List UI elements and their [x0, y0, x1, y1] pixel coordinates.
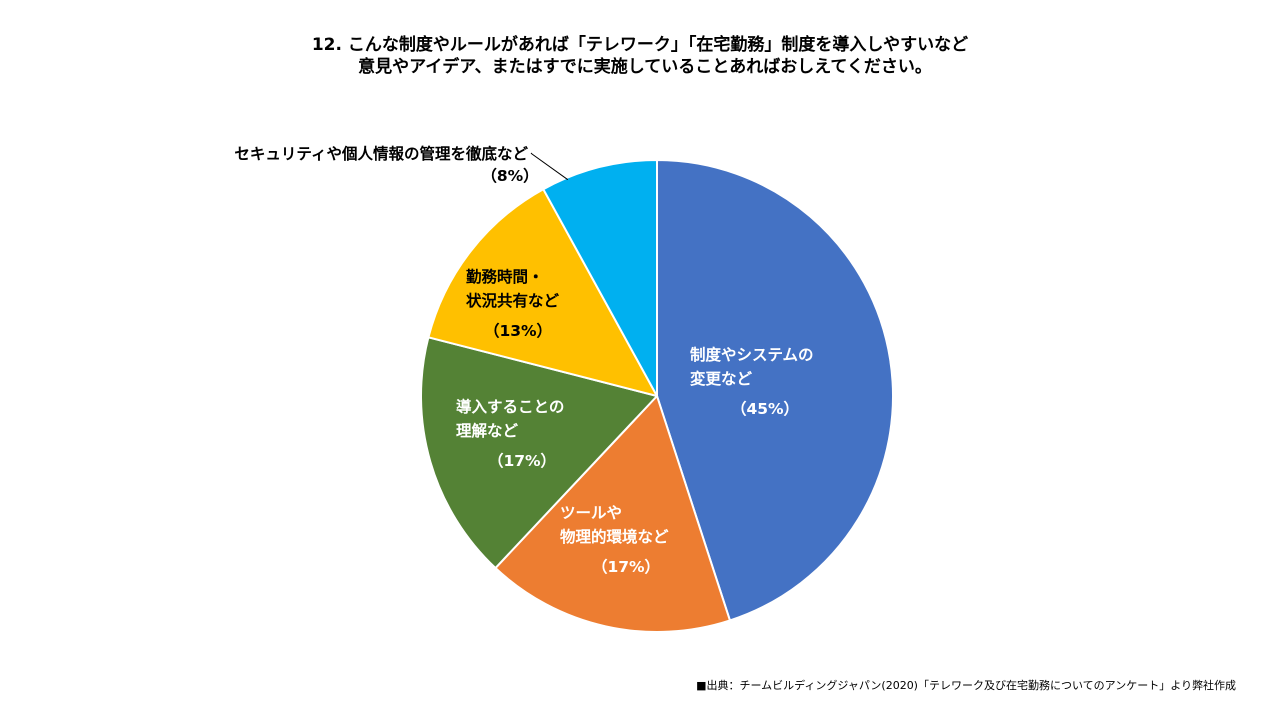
data-label-text: 物理的環境など [560, 527, 669, 546]
pie-slice-4 [427, 188, 658, 397]
data-label-percent: （8%） [481, 167, 538, 185]
chart-title-line-1: 12. こんな制度やルールがあれば「テレワーク」「在宅勤務」制度を導入しやすいな… [311, 35, 969, 55]
chart-title-line-2: 意見やアイデア、またはすでに実施していることあればおしえてください。 [358, 57, 932, 77]
data-label-text: 変更など [690, 369, 753, 388]
pie-slice-1 [656, 159, 894, 622]
data-label-text: 勤務時間・ [466, 267, 544, 286]
data-label-text: 理解など [456, 421, 519, 440]
chart-title: 12. こんな制度やルールがあれば「テレワーク」「在宅勤務」制度を導入しやすいな… [0, 34, 1280, 78]
data-label-percent: （45%） [731, 400, 799, 418]
data-label-text: ツールや [560, 504, 622, 522]
data-label-5: セキュリティや個人情報の管理を徹底など （8%） [234, 144, 538, 185]
data-label-4: 勤務時間・状況共有など （13%） [466, 267, 560, 340]
data-label-percent: （13%） [484, 322, 552, 340]
data-label-text: 状況共有など [466, 291, 560, 310]
data-label-percent: （17%） [488, 452, 556, 470]
pie-slice-5 [542, 159, 658, 397]
source-note: ■出典：チームビルディングジャパン(2020)「テレワーク及び在宅勤務についての… [696, 679, 1236, 692]
data-label-text: セキュリティや個人情報の管理を徹底など [234, 144, 528, 163]
leader-line [530, 152, 569, 181]
data-label-text: 制度やシステムの [690, 345, 814, 364]
pie-slice-3 [420, 336, 658, 570]
pie-slice-2 [494, 395, 731, 633]
data-label-text: 導入することの [456, 397, 564, 416]
data-label-percent: （17%） [592, 558, 660, 576]
